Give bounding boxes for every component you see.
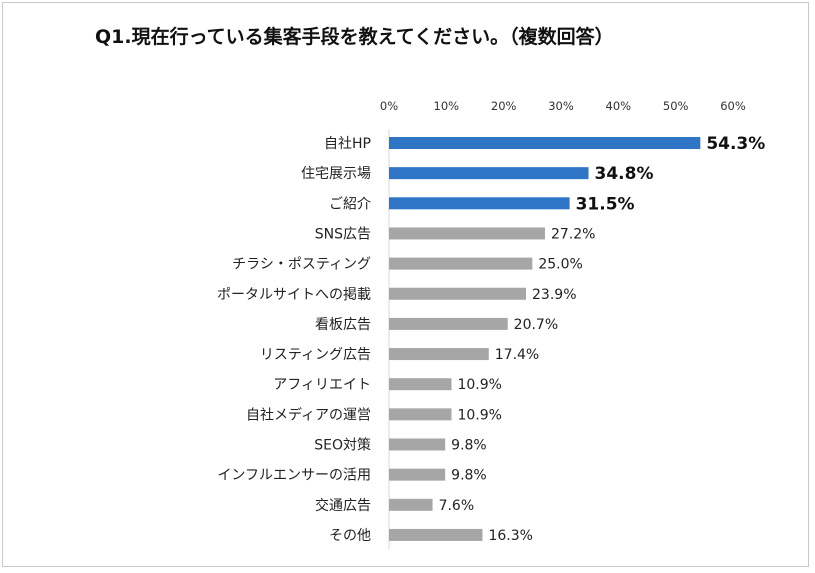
x-tick-label: 20% [491, 99, 517, 113]
x-tick-label: 50% [663, 99, 689, 113]
x-tick-label: 30% [548, 99, 574, 113]
category-label: リスティング広告 [260, 347, 371, 363]
bar [389, 227, 545, 240]
category-label: その他 [329, 528, 371, 544]
bar [389, 137, 701, 149]
category-label: ご紹介 [329, 196, 371, 212]
bar [389, 408, 452, 421]
bar [389, 197, 570, 210]
category-label: 自社HP [324, 136, 371, 152]
data-label: 7.6% [439, 498, 475, 514]
data-label: 25.0% [538, 257, 582, 273]
bar [389, 257, 533, 270]
data-label: 9.8% [451, 468, 487, 484]
category-label: 交通広告 [315, 497, 371, 514]
bar [389, 287, 527, 300]
data-label: 34.8% [595, 164, 654, 184]
category-label: 住宅展示場 [301, 166, 371, 182]
bar [389, 378, 452, 391]
data-label: 17.4% [495, 347, 539, 363]
x-tick-label: 60% [720, 99, 746, 113]
bar [389, 498, 433, 511]
data-label: 54.3% [706, 134, 765, 154]
data-label: 9.8% [451, 438, 487, 454]
category-label: チラシ・ポスティング [232, 257, 371, 273]
category-label: SNS広告 [315, 226, 371, 242]
data-label: 31.5% [576, 194, 635, 214]
bar [389, 167, 589, 180]
category-label: ポータルサイトへの掲載 [217, 287, 371, 303]
x-tick-label: 10% [434, 99, 460, 113]
data-label: 20.7% [514, 317, 558, 333]
data-label: 27.2% [551, 226, 595, 242]
x-tick-label: 0% [380, 99, 398, 113]
bar [389, 317, 508, 330]
chart-title: Q1.現在行っている集客手段を教えてください。（複数回答） [95, 26, 614, 48]
data-label: 10.9% [457, 377, 501, 393]
bar [389, 348, 489, 361]
data-label: 23.9% [532, 287, 576, 303]
category-label: インフルエンサーの活用 [217, 468, 371, 484]
category-label: 看板広告 [315, 317, 371, 333]
category-label: 自社メディアの運営 [246, 406, 371, 423]
category-label: アフィリエイト [273, 377, 371, 393]
bar [389, 438, 446, 451]
data-label: 16.3% [488, 528, 532, 544]
data-label: 10.9% [457, 407, 501, 423]
category-label: SEO対策 [314, 437, 371, 454]
bar [389, 528, 483, 541]
bar [389, 468, 446, 481]
x-tick-label: 40% [606, 99, 632, 113]
